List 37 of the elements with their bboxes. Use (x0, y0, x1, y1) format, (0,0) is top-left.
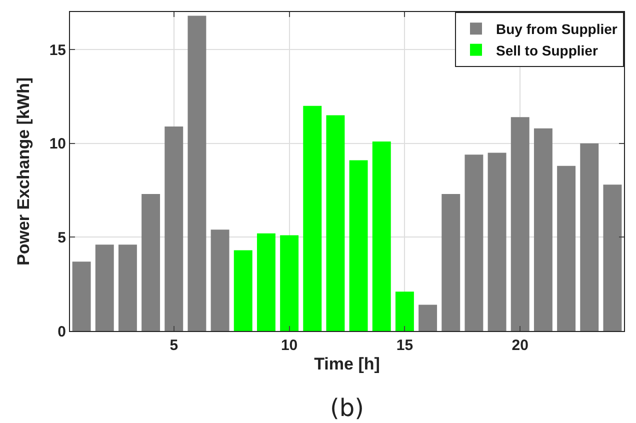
bar (534, 128, 552, 331)
x-tick-label: 20 (512, 337, 528, 354)
bar (256, 233, 276, 331)
bar (349, 160, 368, 331)
text: (b) (330, 394, 364, 422)
bar (118, 244, 137, 331)
y-tick-label: 15 (49, 42, 66, 59)
y-tick-label: 10 (49, 136, 66, 153)
y-tick-label: 0 (58, 323, 66, 340)
bar (395, 292, 414, 331)
bar (95, 244, 114, 331)
y-tick-label: 5 (58, 229, 66, 246)
bar (142, 194, 160, 331)
bar (603, 184, 622, 331)
x-tick-label: 5 (170, 337, 178, 354)
bar (164, 126, 184, 331)
legend-label: Sell to Supplier (496, 42, 598, 58)
bar (488, 152, 506, 331)
x-axis-title: Time [h] (314, 354, 380, 374)
y-axis-title: Power Exchange [kWh] (14, 78, 33, 266)
bar (418, 304, 438, 331)
bar (280, 235, 299, 331)
bar (464, 154, 484, 331)
bar (210, 230, 230, 331)
bar (326, 115, 345, 331)
x-tick-label: 10 (280, 337, 298, 354)
bar (442, 194, 460, 331)
bar (372, 141, 391, 331)
bar (188, 16, 206, 331)
bar (557, 166, 576, 331)
x-tick-label: 15 (396, 337, 414, 354)
bar (303, 106, 322, 331)
bar (234, 250, 252, 331)
legend-label: Buy from Supplier (496, 21, 618, 38)
bar (510, 117, 530, 331)
bar (580, 143, 599, 331)
bar (72, 262, 91, 331)
